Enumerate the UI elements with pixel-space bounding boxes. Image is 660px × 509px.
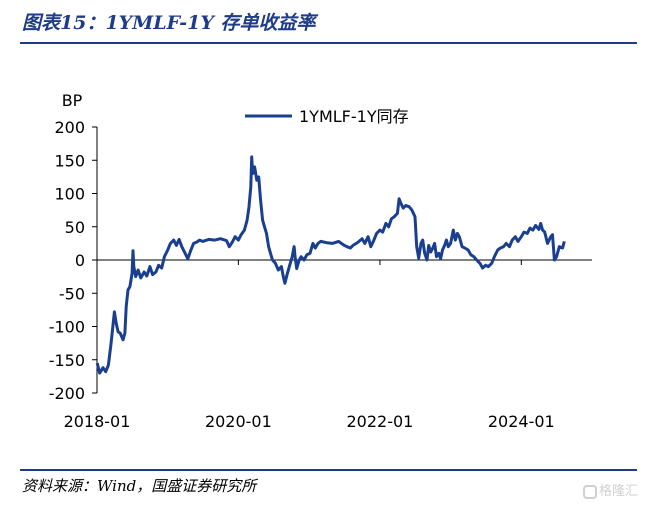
watermark-logo-icon — [583, 484, 597, 499]
source-note: 资料来源：Wind，国盛证券研究所 — [22, 477, 257, 495]
x-tick-label: 2018-01 — [64, 412, 131, 431]
x-tick-label: 2022-01 — [347, 412, 414, 431]
bottom-rule — [20, 469, 637, 471]
y-tick-label: 0 — [75, 251, 85, 270]
y-tick-label: -150 — [49, 351, 85, 370]
y-tick-label: -100 — [49, 318, 85, 337]
watermark: 格隆汇 — [583, 481, 638, 503]
x-axis-ticks: 2018-01 2020-01 2022-01 2024-01 — [64, 260, 555, 431]
legend-label: 1YMLF-1Y同存 — [299, 107, 409, 126]
x-tick-label: 2024-01 — [488, 412, 555, 431]
legend: 1YMLF-1Y同存 — [245, 107, 409, 126]
series-line-1ymlf-1y — [95, 155, 566, 375]
y-axis-ticks: -200 -150 -100 -50 0 50 100 150 200 — [49, 118, 97, 403]
x-tick-label: 2020-01 — [205, 412, 272, 431]
y-tick-label: -50 — [59, 284, 85, 303]
y-tick-label: 50 — [65, 218, 85, 237]
top-rule — [20, 42, 637, 44]
y-tick-label: 150 — [54, 151, 85, 170]
y-axis-unit-label: BP — [62, 91, 83, 110]
watermark-text: 格隆汇 — [599, 484, 639, 499]
y-tick-label: 200 — [54, 118, 85, 137]
chart-title: 图表15：1YMLF-1Y 存单收益率 — [22, 12, 316, 34]
y-tick-label: 100 — [54, 185, 85, 204]
y-tick-label: -200 — [49, 384, 85, 403]
